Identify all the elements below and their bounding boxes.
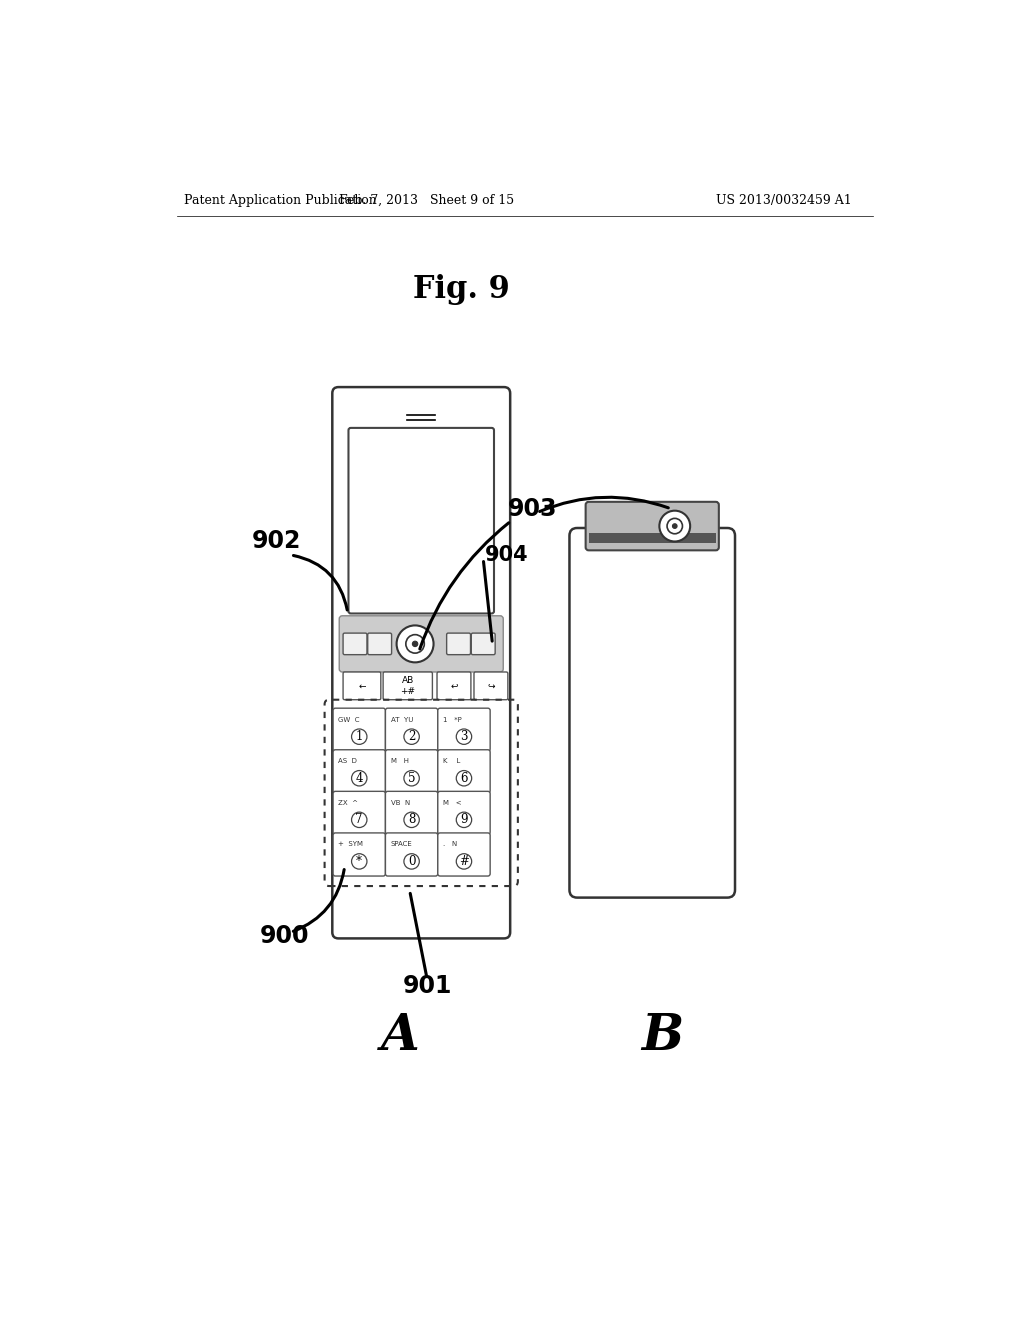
Text: .   N: . N bbox=[443, 841, 458, 847]
FancyBboxPatch shape bbox=[368, 634, 391, 655]
Circle shape bbox=[403, 729, 419, 744]
FancyArrowPatch shape bbox=[411, 894, 426, 975]
FancyBboxPatch shape bbox=[385, 750, 438, 793]
Circle shape bbox=[351, 812, 367, 828]
Text: 900: 900 bbox=[260, 924, 309, 948]
Circle shape bbox=[457, 812, 472, 828]
Text: SPACE: SPACE bbox=[391, 841, 413, 847]
Text: M   <: M < bbox=[443, 800, 462, 807]
Text: Patent Application Publication: Patent Application Publication bbox=[184, 194, 377, 207]
Text: ↩: ↩ bbox=[451, 681, 458, 690]
Circle shape bbox=[457, 729, 472, 744]
Text: *: * bbox=[356, 855, 362, 869]
Text: US 2013/0032459 A1: US 2013/0032459 A1 bbox=[716, 194, 852, 207]
Text: Feb. 7, 2013   Sheet 9 of 15: Feb. 7, 2013 Sheet 9 of 15 bbox=[339, 194, 515, 207]
FancyBboxPatch shape bbox=[343, 672, 381, 700]
Text: 8: 8 bbox=[408, 813, 416, 826]
FancyBboxPatch shape bbox=[471, 634, 496, 655]
Circle shape bbox=[403, 771, 419, 785]
Circle shape bbox=[457, 854, 472, 869]
FancyBboxPatch shape bbox=[333, 750, 385, 793]
Text: ←: ← bbox=[358, 681, 366, 690]
FancyArrowPatch shape bbox=[294, 556, 347, 610]
FancyBboxPatch shape bbox=[385, 792, 438, 834]
Text: 1   *P: 1 *P bbox=[443, 717, 462, 723]
Text: 1: 1 bbox=[355, 730, 362, 743]
Circle shape bbox=[396, 626, 433, 663]
FancyArrowPatch shape bbox=[540, 498, 669, 512]
Text: 2: 2 bbox=[408, 730, 416, 743]
FancyBboxPatch shape bbox=[333, 708, 385, 751]
Text: +  SYM: + SYM bbox=[339, 841, 364, 847]
Circle shape bbox=[406, 635, 424, 653]
FancyBboxPatch shape bbox=[437, 672, 471, 700]
Circle shape bbox=[351, 729, 367, 744]
Text: ZX  ^: ZX ^ bbox=[339, 800, 358, 807]
FancyBboxPatch shape bbox=[383, 672, 432, 700]
Circle shape bbox=[659, 511, 690, 541]
Text: 901: 901 bbox=[402, 974, 452, 998]
FancyBboxPatch shape bbox=[343, 634, 367, 655]
Circle shape bbox=[351, 771, 367, 785]
Text: AT  YU: AT YU bbox=[391, 717, 414, 723]
Text: AS  D: AS D bbox=[339, 758, 357, 764]
FancyArrowPatch shape bbox=[483, 561, 493, 642]
FancyBboxPatch shape bbox=[438, 792, 490, 834]
FancyBboxPatch shape bbox=[438, 708, 490, 751]
Text: Fig. 9: Fig. 9 bbox=[414, 273, 510, 305]
Text: 904: 904 bbox=[484, 545, 528, 565]
Text: 3: 3 bbox=[460, 730, 468, 743]
Text: VB  N: VB N bbox=[391, 800, 410, 807]
FancyBboxPatch shape bbox=[586, 502, 719, 550]
FancyBboxPatch shape bbox=[339, 615, 503, 672]
Text: 902: 902 bbox=[252, 529, 301, 553]
Text: GW  C: GW C bbox=[339, 717, 360, 723]
Text: 903: 903 bbox=[508, 496, 557, 521]
FancyBboxPatch shape bbox=[385, 833, 438, 876]
Text: 4: 4 bbox=[355, 772, 362, 785]
Text: M   H: M H bbox=[391, 758, 409, 764]
Circle shape bbox=[667, 519, 682, 533]
Text: 7: 7 bbox=[355, 813, 362, 826]
FancyBboxPatch shape bbox=[474, 672, 508, 700]
FancyBboxPatch shape bbox=[438, 833, 490, 876]
FancyBboxPatch shape bbox=[438, 750, 490, 793]
FancyBboxPatch shape bbox=[333, 833, 385, 876]
FancyBboxPatch shape bbox=[333, 387, 510, 939]
Text: 9: 9 bbox=[460, 813, 468, 826]
FancyBboxPatch shape bbox=[446, 634, 470, 655]
Text: A: A bbox=[381, 1011, 420, 1061]
Text: K    L: K L bbox=[443, 758, 461, 764]
Text: 5: 5 bbox=[408, 772, 416, 785]
Bar bbox=[589, 533, 716, 543]
Circle shape bbox=[403, 854, 419, 869]
Circle shape bbox=[673, 524, 677, 528]
Text: #: # bbox=[459, 855, 469, 869]
Text: B: B bbox=[641, 1011, 683, 1061]
FancyBboxPatch shape bbox=[569, 528, 735, 898]
Text: 0: 0 bbox=[408, 855, 416, 869]
Text: AB
+#: AB +# bbox=[400, 676, 416, 696]
Text: 6: 6 bbox=[460, 772, 468, 785]
FancyBboxPatch shape bbox=[385, 708, 438, 751]
FancyArrowPatch shape bbox=[420, 523, 509, 649]
FancyBboxPatch shape bbox=[333, 792, 385, 834]
Circle shape bbox=[457, 771, 472, 785]
Circle shape bbox=[403, 812, 419, 828]
FancyArrowPatch shape bbox=[293, 870, 344, 932]
Text: ↪: ↪ bbox=[487, 681, 495, 690]
FancyBboxPatch shape bbox=[348, 428, 494, 614]
Circle shape bbox=[413, 642, 418, 647]
Circle shape bbox=[351, 854, 367, 869]
